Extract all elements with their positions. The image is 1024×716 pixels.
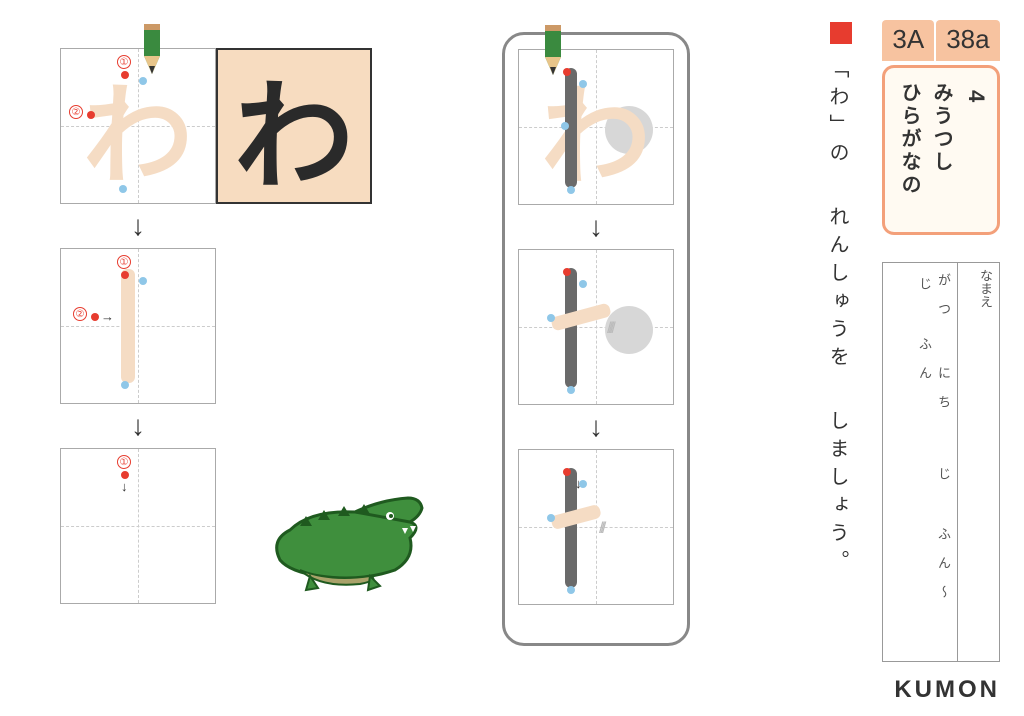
stroke-badge-1: ① bbox=[117, 55, 131, 69]
crocodile-illustration bbox=[260, 480, 430, 600]
left-box-3: ① ↓ bbox=[60, 448, 216, 604]
date-ji1: じ bbox=[936, 467, 951, 496]
pencil-icon bbox=[539, 17, 567, 75]
stroke-badge-1b: ① bbox=[117, 255, 131, 269]
page-code-tab: 38a bbox=[936, 20, 999, 61]
brand-logo: KUMON bbox=[894, 676, 1000, 704]
left-column: ↓ ① ② → ↓ ① ↓ bbox=[60, 204, 216, 604]
date-fun1: ふん〜 bbox=[936, 527, 951, 614]
name-date-box: がつ にち じ ふん〜 じ ふん なまえ bbox=[882, 262, 1000, 662]
instruction-line3: しましょう。 bbox=[823, 410, 852, 578]
date-ji2: じ bbox=[917, 277, 932, 306]
center-box-2: //// bbox=[518, 249, 674, 405]
left-box-2: ① ② → bbox=[60, 248, 216, 404]
stroke-badge-1c: ① bbox=[117, 455, 131, 469]
arrow-down-l1: ↓ bbox=[131, 210, 145, 242]
example-character: わ bbox=[234, 39, 354, 213]
header-panel: 3A 38a ひらがなの みうつし 4 bbox=[882, 20, 1000, 235]
level-block: 3A 38a ひらがなの みうつし 4 bbox=[882, 20, 1000, 235]
example-character-box: わ bbox=[216, 48, 372, 204]
marker-square bbox=[830, 22, 852, 44]
center-box-3: /// ↓ bbox=[518, 449, 674, 605]
stroke-badge-2b: ② bbox=[73, 307, 87, 321]
date-nichi: にち bbox=[936, 366, 951, 424]
instruction-text: 「わ」の れんしゅうを しましょう。 bbox=[823, 58, 852, 578]
center-practice-column: わ ↓ //// ↓ /// ↓ bbox=[502, 32, 690, 646]
arrow-down-l2: ↓ bbox=[131, 410, 145, 442]
title-card: ひらがなの みうつし 4 bbox=[882, 65, 1000, 235]
title-line1: ひらがなの bbox=[893, 82, 925, 216]
arrow-down-1: ↓ bbox=[589, 211, 603, 243]
name-label: なまえ bbox=[978, 269, 993, 308]
example-row: わ ① ② わ bbox=[60, 48, 372, 204]
stroke-badge-2: ② bbox=[69, 105, 83, 119]
date-fun2: ふん bbox=[917, 337, 932, 395]
date-gatsu: がつ bbox=[936, 273, 951, 331]
pencil-icon bbox=[138, 16, 166, 74]
title-line2: みうつし bbox=[925, 82, 957, 216]
date-column: がつ にち じ ふん〜 じ ふん bbox=[883, 263, 957, 661]
instruction-line1: 「わ」の bbox=[823, 58, 852, 170]
title-number: 4 bbox=[963, 90, 989, 216]
arrow-down-2: ↓ bbox=[589, 411, 603, 443]
instruction-line2: れんしゅうを bbox=[823, 206, 852, 374]
level-tabs: 3A 38a bbox=[882, 20, 999, 61]
name-column: なまえ bbox=[957, 263, 999, 661]
level-code-tab: 3A bbox=[882, 20, 934, 61]
